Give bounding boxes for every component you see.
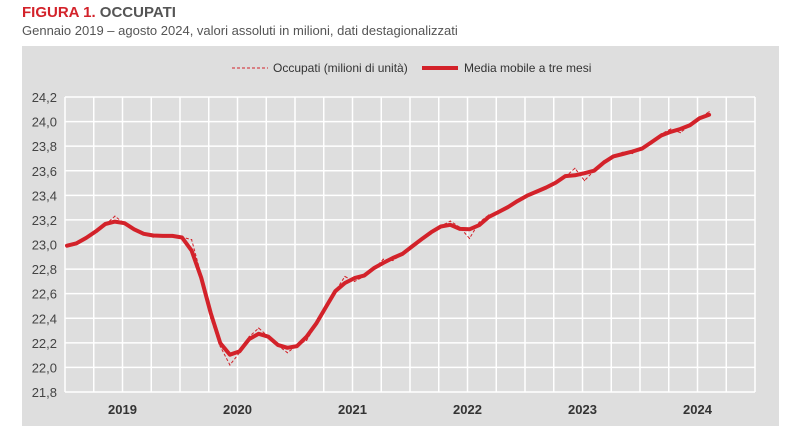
data-point <box>267 336 269 338</box>
data-point <box>114 215 116 217</box>
data-point <box>152 236 154 238</box>
data-point <box>104 224 106 226</box>
data-point <box>516 199 519 201</box>
y-tick-label: 22,0 <box>32 360 57 375</box>
data-point <box>344 275 346 278</box>
data-point <box>258 327 260 329</box>
data-point <box>603 160 605 162</box>
data-point <box>363 275 365 278</box>
x-tick-label: 2020 <box>223 402 252 417</box>
data-point <box>305 339 308 341</box>
data-point <box>392 259 394 262</box>
legend-label-occupati: Occupati (milioni di unità) <box>273 61 408 75</box>
figure-label: FIGURA 1. <box>22 4 96 21</box>
data-point <box>411 246 413 248</box>
data-point <box>507 207 509 209</box>
data-point <box>622 151 624 153</box>
x-tick-label: 2021 <box>338 402 367 417</box>
data-point <box>353 280 356 282</box>
data-point <box>373 268 375 270</box>
data-point <box>670 128 672 130</box>
data-point <box>631 152 634 155</box>
data-point <box>612 155 614 157</box>
data-point <box>171 235 174 237</box>
data-point <box>660 133 662 135</box>
y-tick-label: 23,0 <box>32 238 57 253</box>
data-point <box>564 176 566 178</box>
data-point <box>401 253 404 255</box>
data-point <box>689 124 691 126</box>
figure-title: FIGURA 1. OCCUPATI <box>22 4 176 21</box>
data-point <box>95 230 97 232</box>
y-tick-label: 22,6 <box>32 287 57 302</box>
data-point <box>143 234 145 236</box>
data-point <box>526 194 528 196</box>
legend-label-media-mobile: Media mobile a tre mesi <box>464 61 591 75</box>
data-point <box>555 182 557 184</box>
y-tick-label: 23,4 <box>32 188 57 203</box>
data-point <box>229 364 231 366</box>
data-point <box>468 237 471 239</box>
data-point <box>238 352 241 354</box>
data-point <box>698 117 701 119</box>
y-tick-label: 24,0 <box>32 115 57 130</box>
data-point <box>440 225 442 227</box>
title-text: OCCUPATI <box>99 4 176 21</box>
data-point <box>315 323 317 325</box>
x-tick-label: 2023 <box>568 402 597 417</box>
data-point <box>75 243 78 246</box>
y-tick-label: 24,2 <box>32 90 57 105</box>
data-point <box>200 274 202 276</box>
data-point <box>535 191 538 193</box>
data-point <box>420 237 423 239</box>
data-point <box>181 236 183 238</box>
data-point <box>679 132 681 134</box>
data-point <box>449 220 451 222</box>
data-point <box>641 148 643 150</box>
y-tick-label: 23,8 <box>32 139 57 154</box>
data-point <box>583 179 586 182</box>
data-point <box>190 238 193 241</box>
x-tick-label: 2022 <box>453 402 482 417</box>
data-point <box>162 234 164 236</box>
x-tick-label: 2024 <box>683 402 713 417</box>
data-point <box>277 344 279 346</box>
data-point <box>497 213 499 215</box>
data-point <box>210 317 212 319</box>
y-tick-label: 22,8 <box>32 262 57 277</box>
data-point <box>85 237 87 239</box>
data-point <box>574 167 576 169</box>
data-point <box>296 344 298 346</box>
data-point <box>248 336 250 338</box>
data-point <box>219 345 221 348</box>
data-point <box>459 226 461 228</box>
data-point <box>66 246 68 248</box>
data-point <box>478 221 480 223</box>
data-point <box>382 258 384 260</box>
data-point <box>708 111 710 113</box>
y-tick-label: 22,4 <box>32 311 57 326</box>
data-point <box>488 214 490 216</box>
data-point <box>325 305 327 307</box>
y-tick-label: 22,2 <box>32 336 57 351</box>
x-tick-label: 2019 <box>108 402 137 417</box>
data-point <box>430 231 432 233</box>
series-line-occupati <box>66 111 710 366</box>
data-point <box>593 170 595 172</box>
data-point <box>545 187 547 189</box>
data-point <box>650 143 653 145</box>
y-tick-label: 21,8 <box>32 385 57 400</box>
y-tick-label: 23,2 <box>32 213 57 228</box>
y-tick-label: 23,6 <box>32 164 57 179</box>
data-point <box>334 290 336 292</box>
data-point <box>133 229 135 231</box>
figure-subtitle: Gennaio 2019 – agosto 2024, valori assol… <box>22 23 458 38</box>
data-point <box>123 223 126 225</box>
data-point <box>286 352 289 354</box>
